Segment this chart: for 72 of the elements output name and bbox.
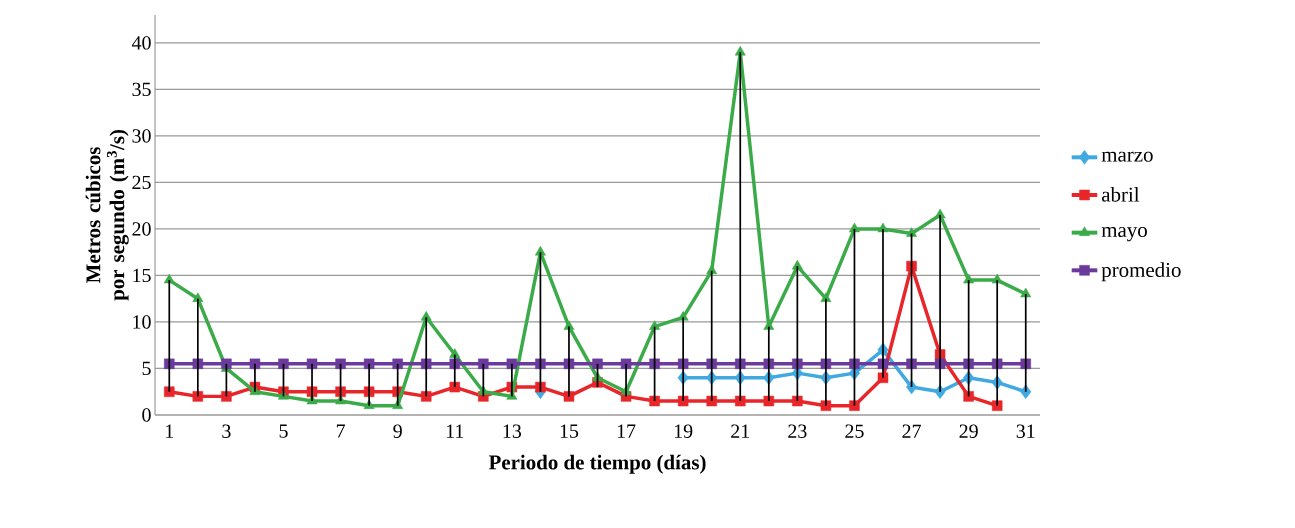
x-tick-label: 5 <box>279 424 288 438</box>
legend-label: mayo <box>1101 226 1147 242</box>
point <box>506 358 518 370</box>
point <box>991 400 1003 411</box>
y-tick-label: 5 <box>142 361 151 376</box>
x-tick-label: 23 <box>788 424 807 438</box>
x-tick-label: 21 <box>731 424 750 438</box>
point <box>420 391 432 402</box>
point <box>649 320 661 330</box>
point <box>963 273 975 284</box>
point <box>649 358 660 370</box>
x-tick-label: 1 <box>166 424 174 438</box>
point <box>906 379 918 395</box>
point <box>278 358 289 370</box>
legend-label: abril <box>1101 186 1140 202</box>
point <box>849 222 860 233</box>
point <box>906 260 917 272</box>
point <box>849 358 860 370</box>
legend-label: promedio <box>1101 262 1181 282</box>
point <box>249 358 261 370</box>
point <box>306 358 318 370</box>
point <box>849 400 860 411</box>
x-tick-label: 13 <box>503 424 522 438</box>
point <box>735 395 746 407</box>
point <box>877 372 889 384</box>
point <box>649 395 660 407</box>
x-tick-label: 3 <box>222 424 231 438</box>
point <box>563 391 575 402</box>
point <box>221 358 232 370</box>
point <box>535 358 546 370</box>
point <box>963 358 974 370</box>
y-tick-label: 30 <box>132 129 151 143</box>
point <box>963 391 974 402</box>
point <box>535 381 546 393</box>
point <box>221 391 232 402</box>
y-tick-label: 40 <box>131 36 151 50</box>
point <box>620 358 632 370</box>
y-tick-label: 20 <box>132 222 151 236</box>
point <box>335 358 346 370</box>
x-tick-label: 29 <box>959 424 978 438</box>
x-tick-label: 27 <box>902 424 921 438</box>
point <box>392 358 403 370</box>
point <box>706 395 717 407</box>
point <box>792 395 803 407</box>
x-tick-label: 31 <box>1016 424 1035 438</box>
point <box>906 227 917 237</box>
y-tick-label: 15 <box>133 268 151 283</box>
point <box>677 395 689 407</box>
y-axis-title: Metros cúbicos por segundo (m$^{3}$/s) <box>85 130 129 301</box>
y-tick-label: 0 <box>142 408 151 422</box>
point <box>363 358 375 370</box>
point <box>164 386 175 397</box>
y-tick-label: 25 <box>132 175 151 190</box>
x-axis-title: Periodo de tiempo (días) <box>488 454 706 474</box>
x-tick-label: 11 <box>446 424 464 438</box>
x-tick-label: 7 <box>336 424 345 438</box>
x-tick-label: 9 <box>393 424 402 438</box>
legend-label: marzo <box>1101 151 1153 162</box>
x-tick-label: 15 <box>560 424 579 438</box>
point <box>906 358 917 370</box>
point <box>534 245 546 256</box>
point <box>192 391 204 402</box>
point <box>478 358 489 370</box>
point <box>820 400 832 411</box>
x-tick-label: 25 <box>845 424 864 438</box>
x-tick-label: 17 <box>617 424 636 438</box>
y-tick-label: 10 <box>133 315 151 329</box>
x-tick-label: 19 <box>674 424 693 438</box>
point <box>449 381 460 393</box>
point <box>592 358 603 370</box>
y-tick-label: 35 <box>132 82 151 97</box>
point <box>763 395 775 407</box>
